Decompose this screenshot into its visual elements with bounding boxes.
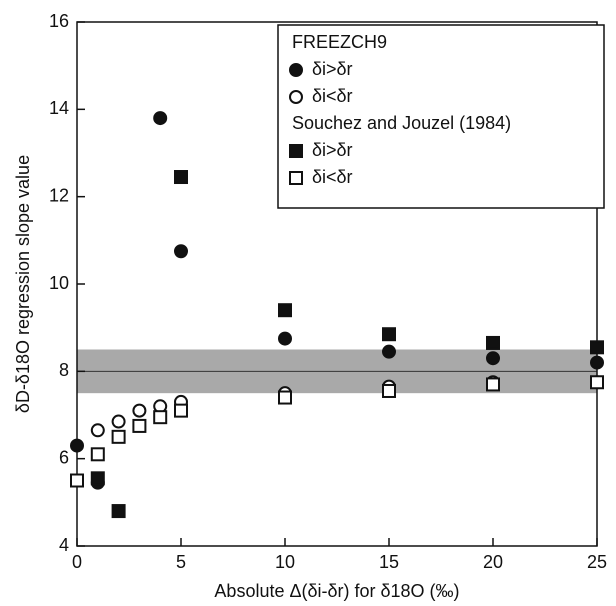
- legend-group-title: FREEZCH9: [292, 32, 387, 52]
- data-point: [153, 410, 168, 425]
- legend-label: δi<δr: [312, 167, 353, 187]
- legend-label: δi>δr: [312, 59, 353, 79]
- data-point: [90, 471, 105, 486]
- data-point: [590, 340, 604, 355]
- y-tick-label: 8: [59, 360, 69, 380]
- data-point: [111, 504, 126, 519]
- data-point: [382, 327, 396, 342]
- y-tick-label: 6: [59, 447, 69, 467]
- x-tick-label: 20: [483, 552, 503, 572]
- data-point: [278, 390, 292, 405]
- data-point: [70, 473, 84, 488]
- data-point: [590, 375, 604, 390]
- x-tick-label: 25: [587, 552, 607, 572]
- data-point: [90, 423, 105, 438]
- x-tick-label: 0: [72, 552, 82, 572]
- data-point: [70, 438, 84, 453]
- data-point: [132, 403, 147, 418]
- legend-box: [277, 24, 605, 209]
- x-tick-label: 10: [275, 552, 295, 572]
- data-point: [132, 418, 147, 433]
- data-point: [278, 303, 292, 318]
- data-point: [486, 351, 500, 366]
- data-point: [174, 244, 188, 259]
- data-point: [382, 344, 396, 359]
- y-tick-label: 16: [49, 11, 69, 31]
- legend-marker: [289, 144, 303, 158]
- data-point: [486, 335, 500, 350]
- legend-label: δi<δr: [312, 86, 353, 106]
- legend-label: δi>δr: [312, 140, 353, 160]
- y-tick-label: 12: [49, 185, 69, 205]
- y-axis-label: δD-δ18O regression slope value: [13, 155, 33, 413]
- data-point: [111, 429, 126, 444]
- y-tick-label: 10: [49, 273, 69, 293]
- data-point: [590, 355, 604, 370]
- data-point: [90, 447, 105, 462]
- x-tick-label: 5: [176, 552, 186, 572]
- y-tick-label: 14: [49, 98, 69, 118]
- legend-marker: [289, 90, 303, 104]
- data-point: [486, 377, 500, 392]
- data-point: [153, 111, 168, 126]
- data-point: [111, 414, 126, 429]
- data-point: [174, 403, 188, 418]
- legend-marker: [289, 171, 303, 185]
- x-axis-label: Absolute Δ(δi-δr) for δ18O (‰): [214, 581, 459, 601]
- legend-marker: [289, 63, 303, 77]
- data-point: [174, 170, 188, 185]
- data-point: [278, 331, 292, 346]
- y-tick-label: 4: [59, 535, 69, 555]
- data-point: [382, 383, 396, 398]
- legend-group-title: Souchez and Jouzel (1984): [292, 113, 511, 133]
- x-tick-label: 15: [379, 552, 399, 572]
